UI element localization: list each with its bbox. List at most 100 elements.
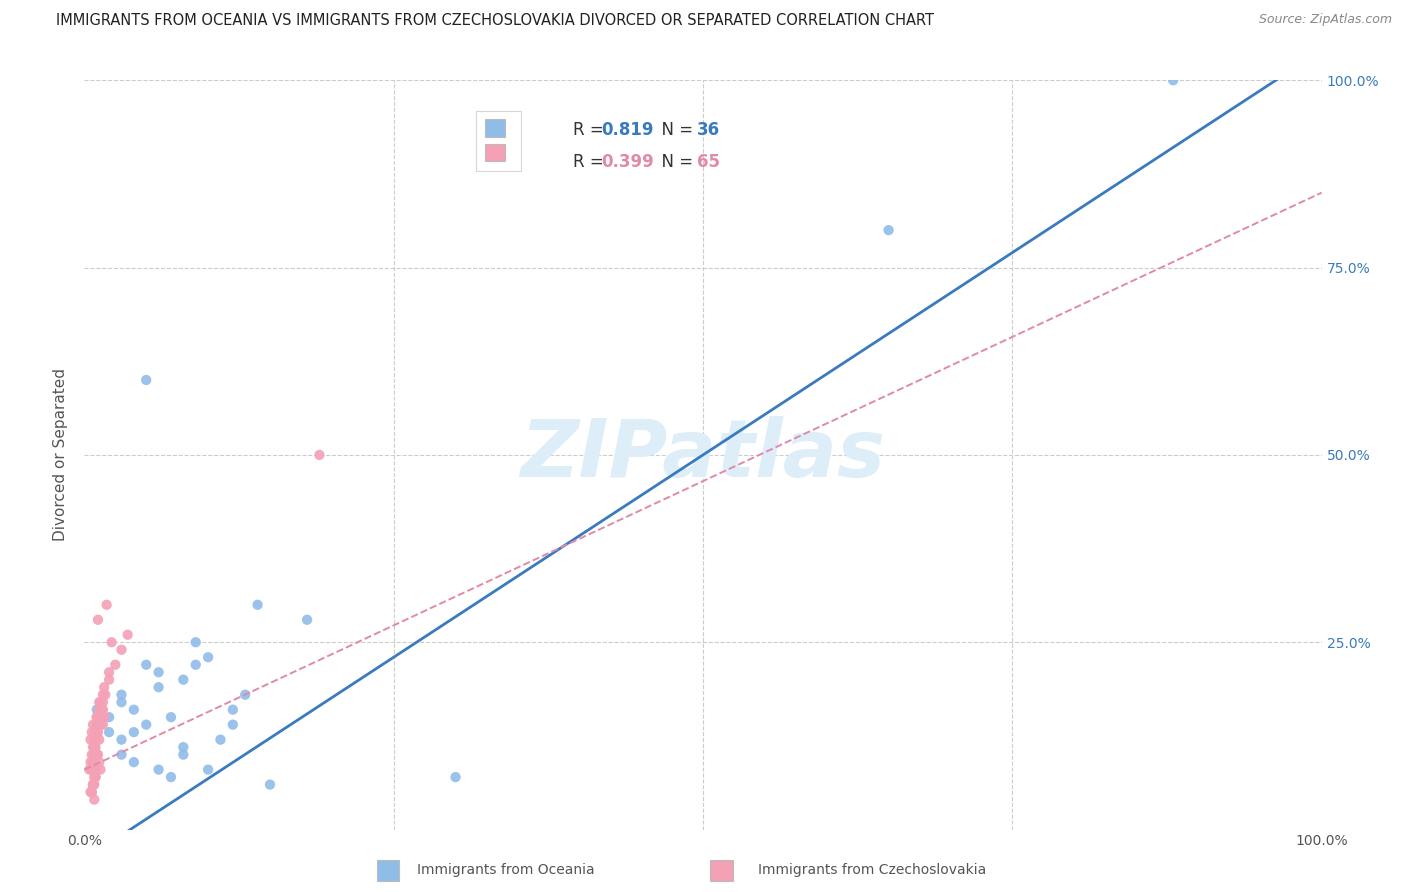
Point (86, 725, 108, 739)
Point (89, 763, 111, 777)
Text: Immigrants from Oceania: Immigrants from Oceania (418, 863, 595, 877)
Point (295, 613, 318, 627)
Point (86, 710, 108, 724)
Point (110, 688, 132, 702)
Point (172, 740, 194, 755)
Point (877, 223, 900, 237)
Point (87, 747, 110, 762)
Text: R =: R = (574, 153, 609, 171)
Point (98, 665, 121, 680)
Point (87, 717, 110, 731)
Point (82, 740, 104, 755)
Point (308, 448, 330, 462)
Point (79, 732, 101, 747)
Text: IMMIGRANTS FROM OCEANIA VS IMMIGRANTS FROM CZECHOSLOVAKIA DIVORCED OR SEPARATED : IMMIGRANTS FROM OCEANIA VS IMMIGRANTS FR… (56, 13, 934, 29)
Point (110, 695, 132, 709)
Point (84, 732, 107, 747)
Point (84, 740, 107, 755)
Point (148, 680, 170, 694)
Point (79, 755, 101, 769)
Point (93, 710, 115, 724)
Point (90, 703, 112, 717)
Point (84, 725, 107, 739)
Point (110, 642, 132, 657)
Point (135, 717, 157, 731)
Point (91, 717, 114, 731)
Text: N =: N = (651, 121, 699, 139)
Point (184, 657, 207, 672)
Point (1161, 73, 1184, 87)
Point (83, 747, 105, 762)
Point (86, 725, 108, 739)
Point (89, 717, 111, 731)
Point (80, 785, 103, 799)
Point (94, 688, 117, 702)
Point (246, 598, 269, 612)
Point (82, 755, 104, 769)
Point (135, 657, 157, 672)
Point (86, 725, 108, 739)
Point (80, 785, 103, 799)
Point (89, 695, 111, 709)
Point (80, 725, 103, 739)
Point (86, 717, 108, 731)
Point (89, 703, 111, 717)
Point (86, 710, 108, 724)
Text: ZIPatlas: ZIPatlas (520, 416, 886, 494)
Point (84, 770, 107, 784)
Point (91, 703, 114, 717)
Point (87, 725, 110, 739)
Point (91, 688, 114, 702)
Point (148, 763, 170, 777)
Point (84, 770, 107, 784)
Point (444, 770, 467, 784)
Point (83, 747, 105, 762)
Y-axis label: Divorced or Separated: Divorced or Separated (53, 368, 69, 541)
Point (98, 673, 121, 687)
Text: 0.819: 0.819 (602, 121, 654, 139)
Point (93, 680, 115, 694)
Point (83, 740, 105, 755)
Point (89, 717, 111, 731)
Point (82, 778, 104, 792)
Point (83, 770, 105, 784)
Text: N =: N = (651, 153, 699, 171)
Point (79, 785, 101, 799)
Point (117, 628, 139, 642)
Point (89, 732, 111, 747)
Text: 65: 65 (697, 153, 720, 171)
Point (110, 732, 132, 747)
Point (104, 657, 127, 672)
Point (86, 703, 108, 717)
Point (233, 688, 256, 702)
Point (83, 778, 105, 792)
Point (80, 747, 103, 762)
Point (89, 695, 111, 709)
Text: 36: 36 (697, 121, 720, 139)
Point (122, 703, 145, 717)
Point (91, 695, 114, 709)
Point (82, 778, 104, 792)
Point (84, 763, 107, 777)
Point (82, 717, 104, 731)
Point (79, 763, 101, 777)
Point (259, 778, 281, 792)
Point (89, 755, 111, 769)
Point (90, 703, 112, 717)
Text: Immigrants from Czechoslovakia: Immigrants from Czechoslovakia (758, 863, 986, 877)
Point (96, 598, 118, 612)
Point (209, 732, 232, 747)
Point (83, 732, 105, 747)
Point (83, 792, 105, 806)
Point (93, 710, 115, 724)
Point (122, 755, 145, 769)
Point (160, 770, 183, 784)
Point (87, 613, 110, 627)
Point (122, 725, 145, 739)
Point (135, 373, 157, 387)
Point (172, 673, 194, 687)
Point (148, 665, 170, 680)
Legend: , : , (477, 112, 522, 170)
Point (222, 703, 245, 717)
Point (98, 710, 121, 724)
